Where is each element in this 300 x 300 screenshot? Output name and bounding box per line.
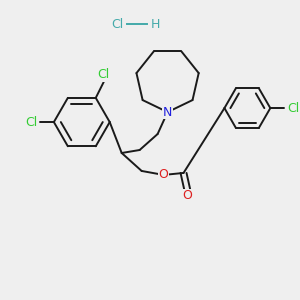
Text: Cl: Cl <box>25 116 37 129</box>
Text: Cl: Cl <box>287 102 299 115</box>
Text: Cl: Cl <box>112 18 124 31</box>
Text: O: O <box>159 168 169 182</box>
Text: O: O <box>183 189 193 203</box>
Text: Cl: Cl <box>98 68 110 81</box>
Text: H: H <box>151 18 160 31</box>
Text: N: N <box>163 106 172 118</box>
